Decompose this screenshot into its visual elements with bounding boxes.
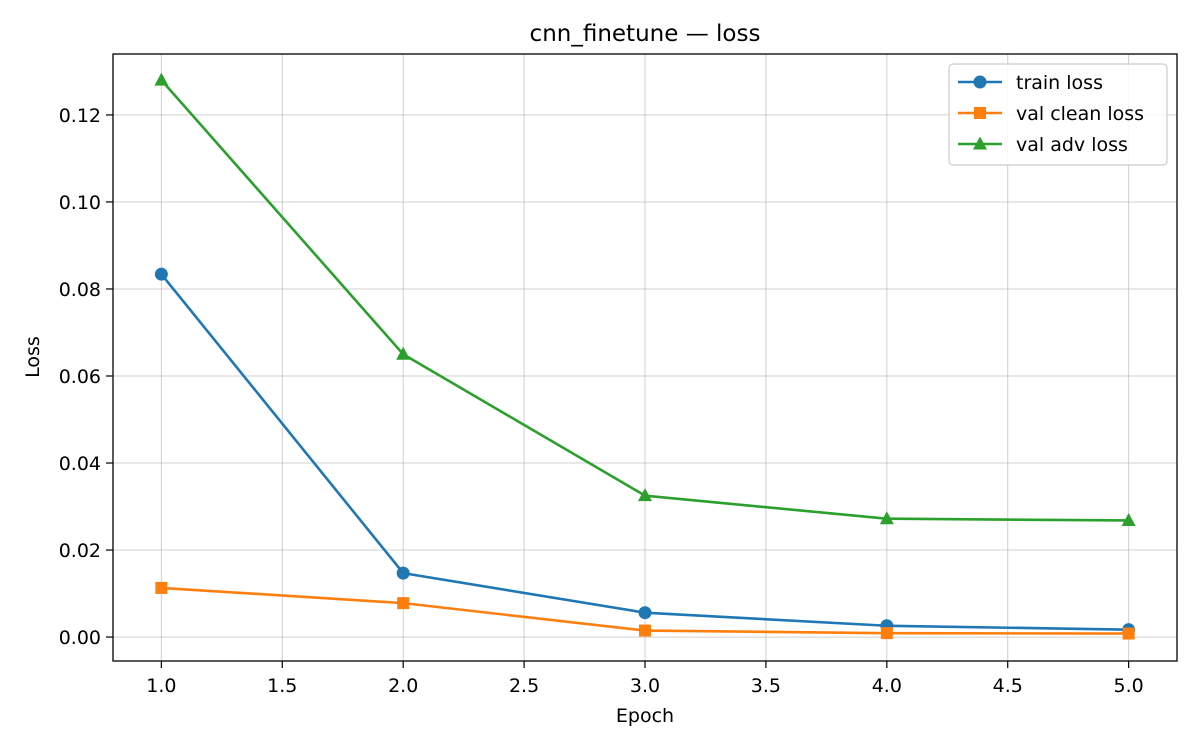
y-axis-label: Loss: [22, 336, 44, 378]
x-axis-label: Epoch: [616, 705, 674, 727]
data-point-val-clean-loss: [880, 627, 893, 640]
series-val-clean-loss: [155, 581, 1135, 640]
legend-label: val clean loss: [1016, 103, 1144, 125]
x-tick-label: 4.0: [872, 675, 902, 697]
data-point-val-adv-loss: [1121, 512, 1136, 526]
series-group: [154, 72, 1136, 640]
y-tick-label: 0.02: [59, 540, 101, 562]
x-tick-label: 4.5: [993, 675, 1023, 697]
data-point-train-loss: [154, 267, 168, 281]
data-point-val-adv-loss: [396, 346, 411, 360]
x-tick-label: 1.5: [267, 675, 297, 697]
legend-entry-val-adv-loss: val adv loss: [958, 134, 1128, 156]
series-val-adv-loss: [154, 72, 1136, 526]
legend-label: val adv loss: [1016, 134, 1128, 156]
data-point-val-adv-loss: [154, 72, 169, 86]
legend-marker: [973, 75, 987, 89]
ticks: 1.0 1.5 2.0 2.5 3.0 3.5 4.0 4.5 5.0 0.00 0.02 0.04 0…: [59, 105, 1144, 697]
y-tick-label: 0.06: [59, 366, 101, 388]
data-point-val-adv-loss: [638, 488, 652, 502]
legend-marker: [974, 107, 986, 119]
data-point-train-loss: [396, 566, 410, 580]
x-tick-label: 2.5: [509, 675, 539, 697]
x-tick-label: 1.0: [146, 675, 176, 697]
x-tick-label: 3.0: [630, 675, 660, 697]
data-point-val-clean-loss: [1122, 627, 1135, 640]
data-point-val-clean-loss: [155, 581, 168, 594]
data-point-train-loss: [638, 606, 652, 620]
y-tick-label: 0.08: [59, 279, 101, 301]
legend-marker: [973, 136, 987, 150]
legend-box: [948, 63, 1168, 166]
data-point-val-clean-loss: [397, 597, 410, 610]
y-tick-label: 0.04: [59, 453, 101, 475]
data-point-val-clean-loss: [639, 624, 651, 637]
legend-entry-train-loss: train loss: [958, 72, 1103, 94]
legend: train loss val clean loss val adv loss: [948, 63, 1168, 166]
data-point-val-adv-loss: [879, 511, 894, 525]
x-tick-label: 5.0: [1114, 675, 1144, 697]
y-tick-label: 0.12: [59, 105, 101, 127]
y-tick-label: 0.10: [59, 192, 101, 214]
legend-label: train loss: [1016, 72, 1103, 94]
x-tick-label: 3.5: [751, 675, 781, 697]
x-tick-label: 2.0: [388, 675, 418, 697]
legend-entry-val-clean-loss: val clean loss: [958, 103, 1144, 125]
chart-title: cnn_finetune — loss: [530, 21, 761, 47]
y-tick-label: 0.00: [59, 627, 101, 649]
